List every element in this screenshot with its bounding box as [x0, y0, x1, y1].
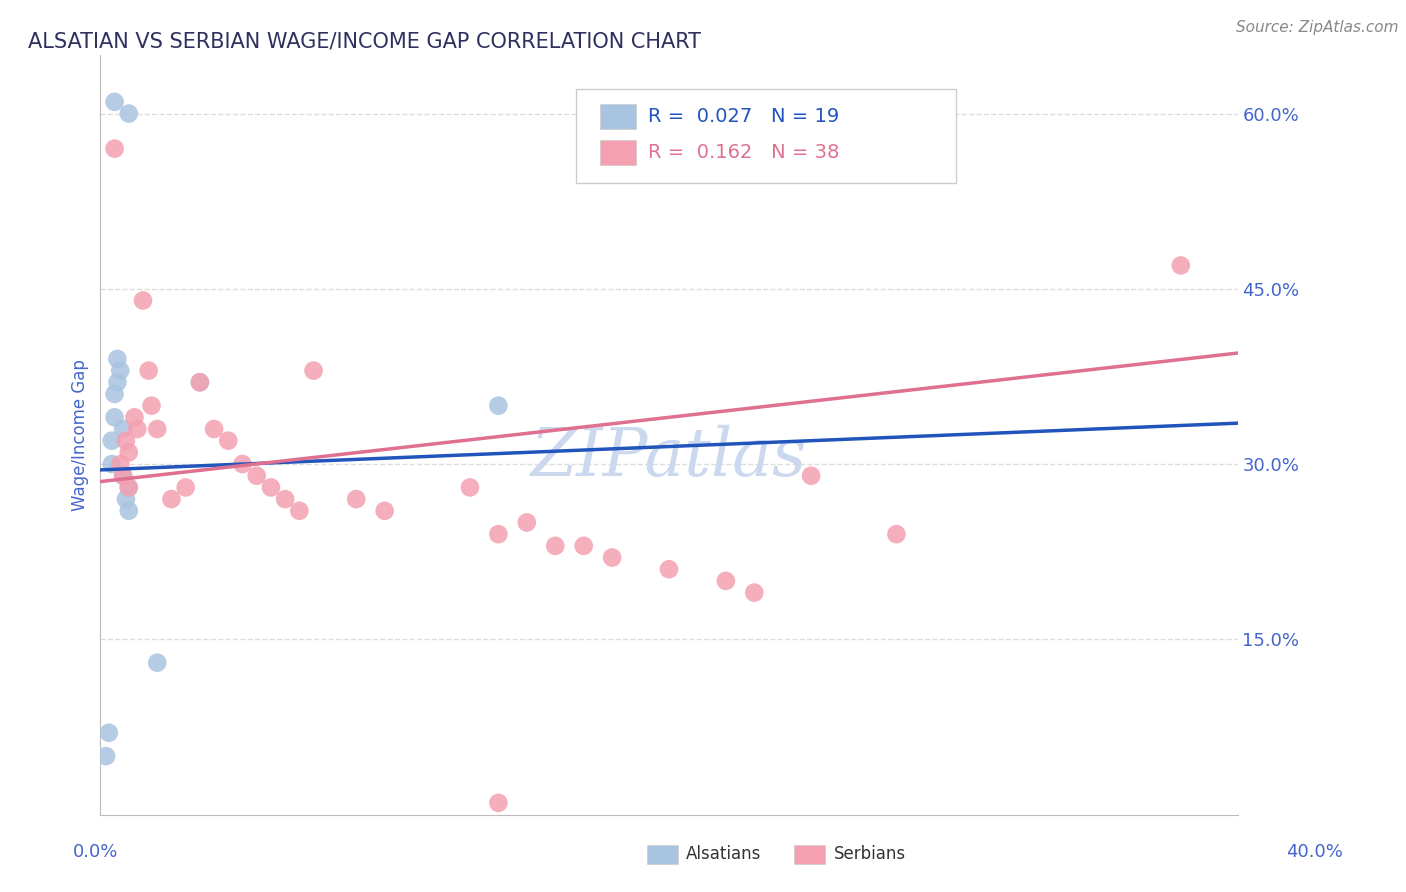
Point	[246, 468, 269, 483]
Point	[202, 422, 225, 436]
Point	[174, 480, 197, 494]
Point	[217, 434, 239, 448]
Point	[107, 351, 129, 366]
Point	[288, 504, 311, 518]
Point	[374, 504, 396, 518]
Point	[188, 376, 211, 390]
Text: R =  0.027   N = 19: R = 0.027 N = 19	[648, 107, 839, 127]
Point	[103, 387, 125, 401]
Point	[486, 527, 509, 541]
Point	[886, 527, 908, 541]
Point	[100, 434, 122, 448]
Point	[516, 516, 538, 530]
Point	[742, 585, 765, 599]
Point	[260, 480, 283, 494]
Point	[112, 468, 135, 483]
Point	[800, 468, 823, 483]
Point	[344, 492, 367, 507]
Text: Source: ZipAtlas.com: Source: ZipAtlas.com	[1236, 20, 1399, 35]
Text: 40.0%: 40.0%	[1286, 843, 1343, 861]
Point	[714, 574, 737, 588]
Point	[141, 399, 163, 413]
Point	[302, 363, 325, 377]
Point	[112, 468, 135, 483]
Point	[458, 480, 481, 494]
Point	[103, 410, 125, 425]
Point	[544, 539, 567, 553]
Point	[94, 749, 117, 764]
Point	[103, 95, 125, 109]
Point	[112, 422, 135, 436]
Point	[103, 142, 125, 156]
Text: 0.0%: 0.0%	[73, 843, 118, 861]
Point	[146, 422, 169, 436]
Point	[274, 492, 297, 507]
Point	[188, 376, 211, 390]
Point	[118, 445, 141, 459]
Point	[110, 363, 132, 377]
Text: R =  0.162   N = 38: R = 0.162 N = 38	[648, 143, 839, 162]
Point	[115, 434, 138, 448]
Point	[107, 376, 129, 390]
Point	[132, 293, 155, 308]
Point	[118, 504, 141, 518]
Point	[110, 457, 132, 471]
Point	[486, 399, 509, 413]
Point	[231, 457, 253, 471]
Point	[138, 363, 160, 377]
Y-axis label: Wage/Income Gap: Wage/Income Gap	[72, 359, 89, 511]
Point	[124, 410, 146, 425]
Point	[658, 562, 681, 576]
Point	[115, 492, 138, 507]
Text: ALSATIAN VS SERBIAN WAGE/INCOME GAP CORRELATION CHART: ALSATIAN VS SERBIAN WAGE/INCOME GAP CORR…	[28, 31, 702, 51]
Point	[118, 480, 141, 494]
Point	[600, 550, 623, 565]
Text: ZIPatlas: ZIPatlas	[531, 425, 807, 491]
Text: Alsatians: Alsatians	[686, 845, 762, 863]
Point	[118, 480, 141, 494]
Point	[572, 539, 595, 553]
Point	[97, 725, 120, 739]
Point	[1170, 259, 1192, 273]
Text: Serbians: Serbians	[834, 845, 905, 863]
Point	[146, 656, 169, 670]
Point	[486, 796, 509, 810]
Point	[100, 457, 122, 471]
Point	[118, 106, 141, 120]
Point	[127, 422, 149, 436]
Point	[160, 492, 183, 507]
